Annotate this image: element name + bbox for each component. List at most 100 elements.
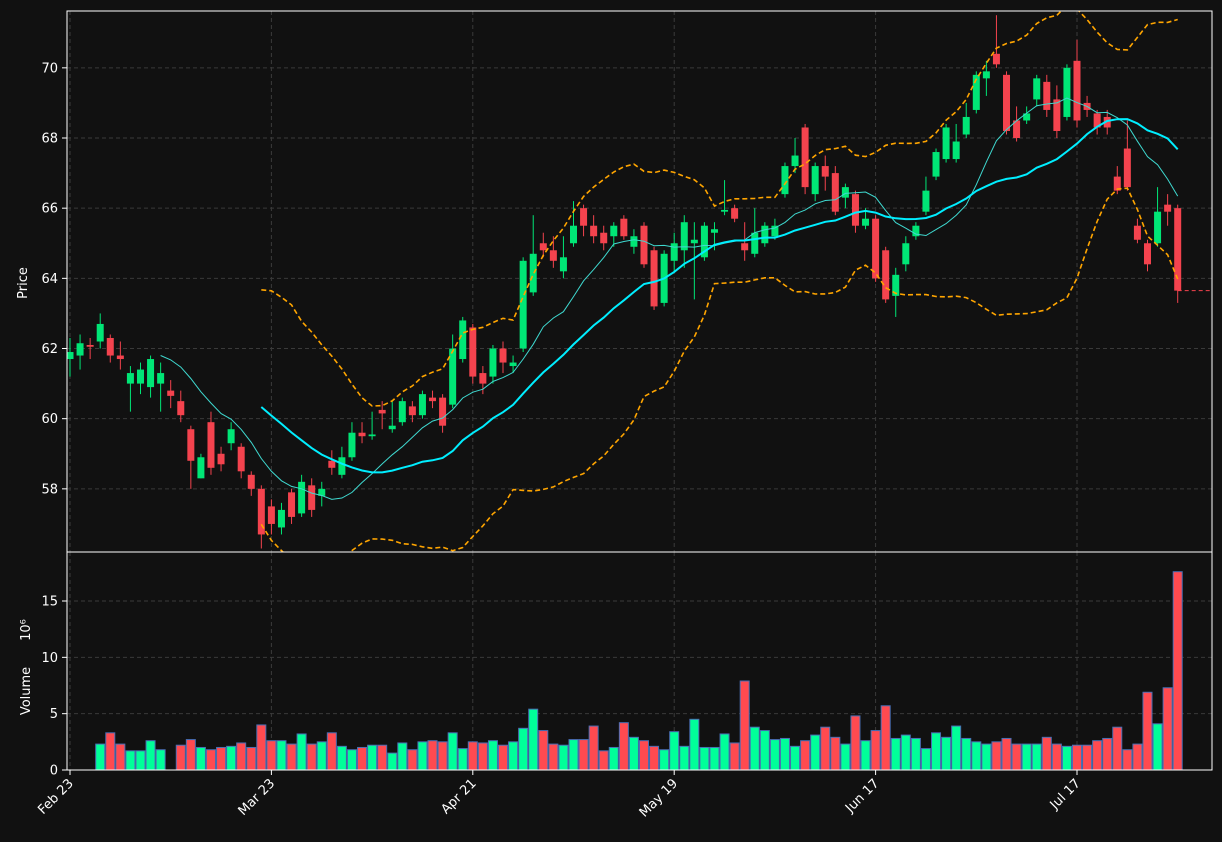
volume-bar xyxy=(256,724,267,771)
volume-bar xyxy=(1092,740,1103,771)
candle-body xyxy=(1043,81,1051,110)
volume-bar xyxy=(276,740,287,771)
volume-bar xyxy=(800,740,811,771)
volume-bar xyxy=(175,744,186,771)
volume-bar xyxy=(346,749,357,771)
candle-body xyxy=(882,250,890,300)
candle-body xyxy=(187,429,195,461)
bollinger-lower xyxy=(260,187,1179,552)
volume-bar xyxy=(548,743,559,771)
volume-bar xyxy=(306,743,317,771)
volume-bar xyxy=(195,746,206,771)
candle-body xyxy=(841,187,849,198)
candle-body xyxy=(116,355,124,360)
candle-body xyxy=(962,116,970,135)
volume-bar xyxy=(790,745,801,771)
volume-bar xyxy=(759,730,770,771)
candle-body xyxy=(439,397,447,426)
volume-bar xyxy=(518,727,529,771)
volume-bar xyxy=(1061,745,1072,771)
volume-bar xyxy=(266,740,277,771)
candle-body xyxy=(429,397,437,402)
volume-bar xyxy=(1102,737,1113,771)
volume-bar xyxy=(296,733,307,771)
candle-body xyxy=(630,236,638,247)
volume-bar xyxy=(336,745,347,771)
candle-body xyxy=(418,394,426,416)
candle-body xyxy=(751,232,759,254)
candle-body xyxy=(1023,113,1031,121)
candle-body xyxy=(288,492,296,517)
volume-bar xyxy=(487,740,498,771)
candle-body xyxy=(177,401,185,416)
volume-bar xyxy=(729,742,740,771)
volume-bar xyxy=(316,741,327,771)
candle-body xyxy=(388,425,396,430)
volume-bar xyxy=(961,737,972,771)
volume-bar xyxy=(326,732,337,771)
volume-bar xyxy=(1122,749,1133,771)
candle-body xyxy=(479,373,487,384)
volume-bar xyxy=(226,745,237,771)
volume-bar xyxy=(397,742,408,771)
candle-body xyxy=(791,155,799,167)
volume-bar xyxy=(981,743,992,771)
volume-bar xyxy=(216,746,227,771)
volume-bar xyxy=(941,736,952,771)
volume-bar xyxy=(649,745,660,771)
candle-body xyxy=(1053,99,1061,131)
candle-body xyxy=(761,225,769,244)
volume-bar xyxy=(568,739,579,771)
candle-body xyxy=(570,225,577,244)
candle-body xyxy=(197,457,205,479)
candle-body xyxy=(1143,243,1151,265)
candle-body xyxy=(942,127,950,160)
price-axis-label: Price xyxy=(16,267,31,299)
volume-bar xyxy=(477,742,488,771)
y-tick-label: 58 xyxy=(41,482,58,497)
volume-bar xyxy=(427,740,438,771)
volume-bar xyxy=(900,734,911,771)
candle-body xyxy=(499,348,507,363)
volume-bar xyxy=(437,741,448,771)
candle-body xyxy=(1073,60,1081,121)
candle-body xyxy=(600,232,608,244)
candle-body xyxy=(680,222,688,251)
y-tick-label: 0 xyxy=(50,764,58,779)
volume-bar xyxy=(931,732,942,771)
volume-bar xyxy=(971,741,982,771)
volume-bar xyxy=(588,725,599,771)
volume-bar xyxy=(367,744,378,771)
candle-body xyxy=(1003,74,1011,131)
volume-bar xyxy=(1082,744,1093,771)
candle-body xyxy=(217,453,225,465)
volume-bar xyxy=(558,744,569,771)
volume-bar xyxy=(357,746,368,771)
volume-bar xyxy=(598,750,609,771)
volume-bar xyxy=(910,737,921,771)
candle-body xyxy=(892,274,900,296)
y-tick-label: 64 xyxy=(41,272,58,287)
candle-body xyxy=(1033,78,1041,100)
volume-bar xyxy=(659,749,670,771)
volume-bar xyxy=(417,741,428,771)
candle-body xyxy=(257,488,265,535)
candle-body xyxy=(610,225,618,237)
candle-body xyxy=(96,323,104,342)
volume-bar xyxy=(115,743,126,771)
volume-bar xyxy=(638,740,649,771)
candle-body xyxy=(147,359,155,388)
candle-body xyxy=(489,348,497,377)
candle-body xyxy=(992,53,1000,65)
candle-body xyxy=(781,166,789,195)
volume-bar xyxy=(860,740,871,771)
volume-bar xyxy=(528,708,539,771)
candle-body xyxy=(801,127,809,188)
y-tick-label: 60 xyxy=(41,412,58,427)
volume-bar xyxy=(1031,743,1042,771)
volume-bar xyxy=(709,746,720,771)
candle-body xyxy=(529,253,537,293)
volume-bar xyxy=(145,740,156,771)
volume-bar xyxy=(1051,743,1062,771)
